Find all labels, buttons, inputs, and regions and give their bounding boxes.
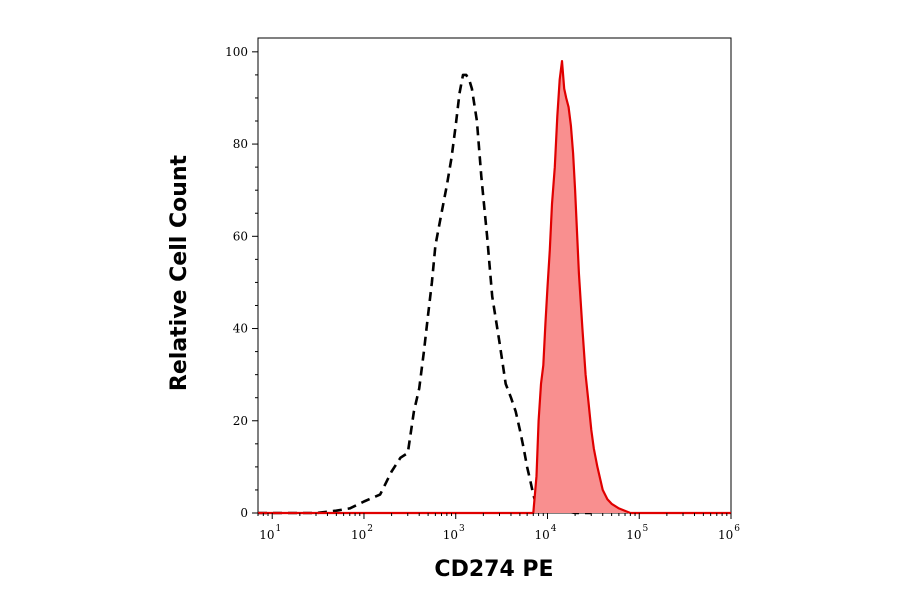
x-tick-label: 102 [351,524,373,542]
y-tick-label: 80 [233,137,248,151]
x-tick-label: 101 [259,524,281,542]
y-tick-label: 20 [233,414,248,428]
x-tick-label: 104 [534,524,556,542]
x-axis: 101 102 103 104 105 106 [257,513,740,542]
y-tick-label: 100 [225,45,248,59]
series-1-line [258,59,731,515]
series-layer [258,59,731,515]
y-tick-label: 40 [233,322,248,336]
x-tick-label: 106 [718,524,740,542]
x-axis-title: CD274 PE [434,557,553,582]
plot-frame [257,37,732,514]
x-tick-label: 105 [626,524,648,542]
y-axis: 0 20 40 60 80 100 [225,45,258,520]
series-1-fill [258,61,731,513]
y-tick-label: 60 [233,229,248,243]
y-tick-label: 0 [240,506,248,520]
x-tick-label: 103 [443,524,465,542]
y-axis-title: Relative Cell Count [167,154,192,391]
